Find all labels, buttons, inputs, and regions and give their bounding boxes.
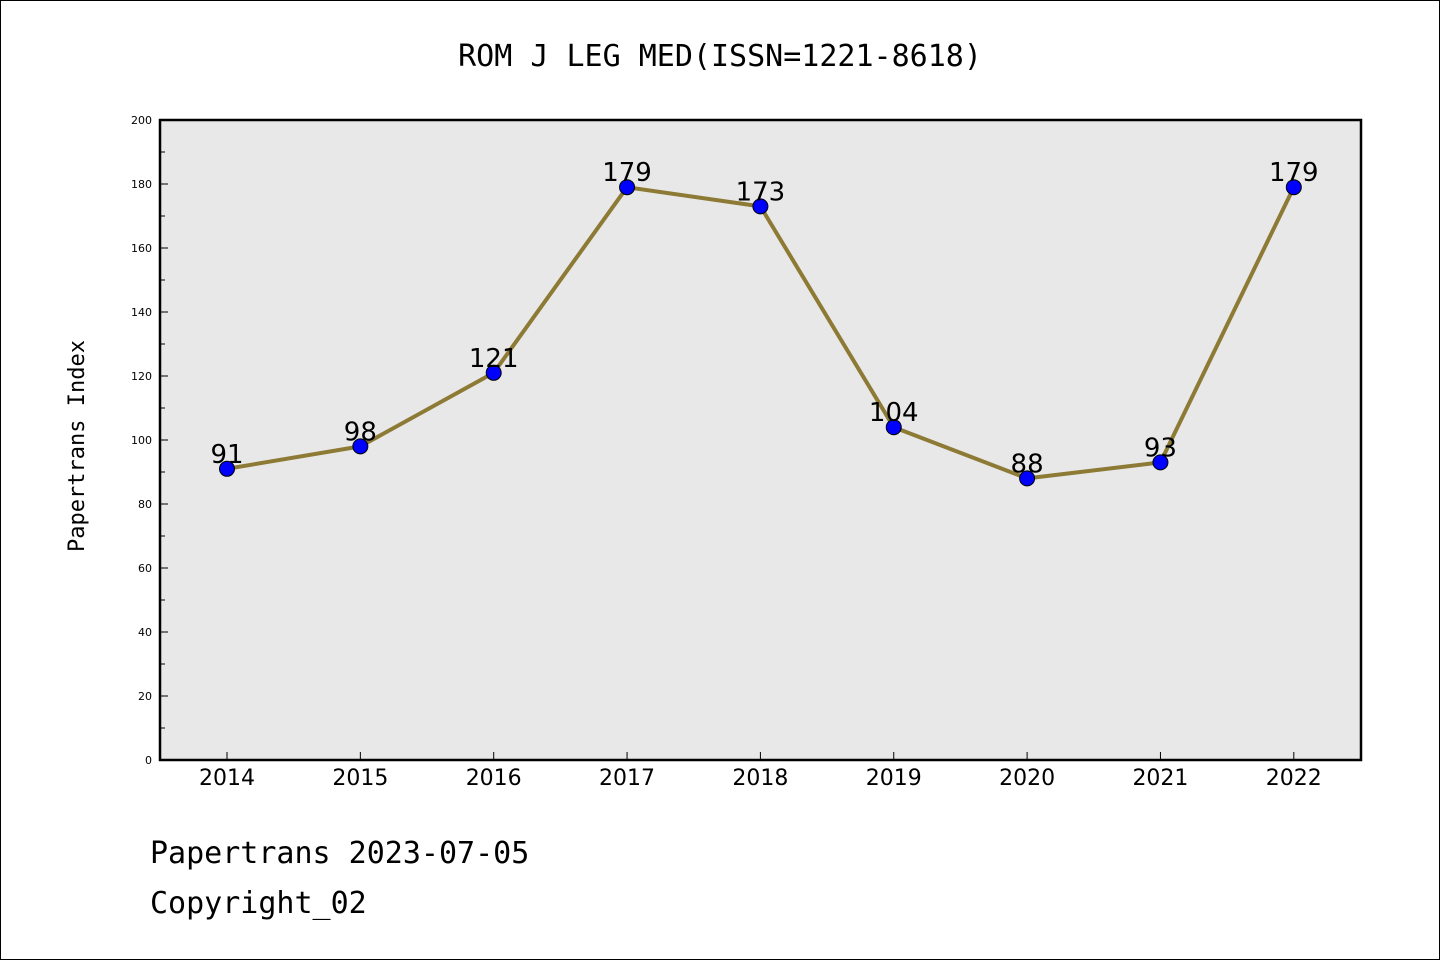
x-tick-label: 2020 bbox=[999, 766, 1055, 791]
data-point bbox=[1152, 454, 1169, 471]
footer-copyright: Copyright_02 bbox=[150, 886, 367, 921]
y-axis-label: Papertrans Index bbox=[65, 340, 90, 552]
y-tick-label: 100 bbox=[131, 434, 152, 447]
data-point bbox=[1285, 179, 1302, 196]
plot-area bbox=[158, 118, 1363, 762]
y-tick-label: 80 bbox=[138, 498, 152, 511]
data-label: 173 bbox=[736, 177, 786, 207]
x-axis: 2014 2015 2016 2017 2018 2019 2020 2021 2022 bbox=[199, 752, 1322, 791]
y-tick-label: 0 bbox=[145, 754, 152, 767]
data-point bbox=[619, 179, 636, 196]
y-tick-label: 40 bbox=[138, 626, 152, 639]
data-label: 98 bbox=[344, 417, 377, 447]
y-tick-label: 160 bbox=[131, 242, 152, 255]
chart-title: ROM J LEG MED(ISSN=1221-8618) bbox=[458, 39, 982, 74]
data-label: 179 bbox=[1269, 158, 1319, 188]
data-point bbox=[352, 438, 369, 455]
data-label: 93 bbox=[1144, 433, 1177, 463]
y-axis: 0 20 40 60 80 100 120 140 160 180 200 bbox=[131, 114, 168, 767]
data-label: 121 bbox=[469, 344, 519, 374]
x-tick-label: 2016 bbox=[466, 766, 522, 791]
x-tick-label: 2021 bbox=[1132, 766, 1188, 791]
y-tick-label: 20 bbox=[138, 690, 152, 703]
data-point bbox=[219, 460, 235, 477]
data-point bbox=[752, 198, 769, 215]
y-tick-label: 60 bbox=[138, 562, 152, 575]
data-label: 104 bbox=[869, 398, 919, 428]
x-tick-label: 2015 bbox=[332, 766, 388, 791]
x-tick-label: 2018 bbox=[732, 766, 788, 791]
data-point bbox=[485, 364, 502, 381]
x-tick-label: 2022 bbox=[1266, 766, 1322, 791]
x-tick-label: 2017 bbox=[599, 766, 655, 791]
data-point bbox=[885, 419, 902, 436]
y-tick-label: 120 bbox=[131, 370, 152, 383]
y-tick-label: 200 bbox=[131, 114, 152, 127]
data-label: 179 bbox=[602, 158, 652, 188]
y-tick-label: 180 bbox=[131, 178, 152, 191]
series-layer: 91 98 121 179 173 104 88 93 179 bbox=[210, 158, 1319, 487]
data-label: 88 bbox=[1011, 449, 1044, 479]
x-tick-label: 2014 bbox=[199, 766, 255, 791]
data-point bbox=[1019, 470, 1036, 487]
data-label: 91 bbox=[210, 440, 243, 470]
x-tick-label: 2019 bbox=[866, 766, 922, 791]
footer-date: Papertrans 2023-07-05 bbox=[150, 836, 530, 871]
y-tick-label: 140 bbox=[131, 306, 152, 319]
